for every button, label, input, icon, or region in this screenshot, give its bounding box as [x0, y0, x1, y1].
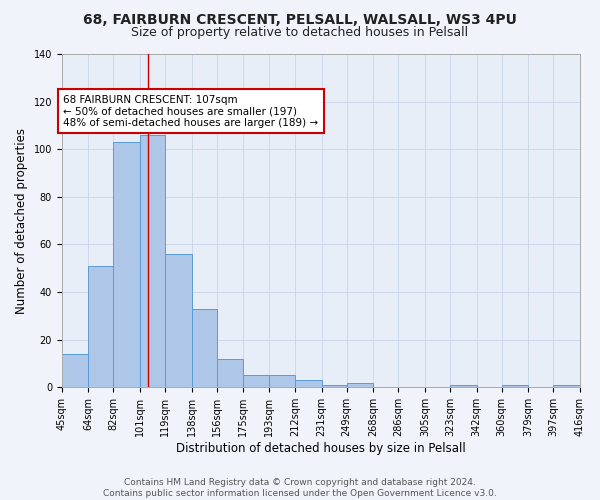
Bar — [269, 376, 295, 388]
Text: Contains HM Land Registry data © Crown copyright and database right 2024.
Contai: Contains HM Land Registry data © Crown c… — [103, 478, 497, 498]
Y-axis label: Number of detached properties: Number of detached properties — [15, 128, 28, 314]
Bar — [62, 354, 88, 388]
Bar — [322, 385, 347, 388]
Bar — [502, 385, 529, 388]
Bar — [295, 380, 322, 388]
Bar — [217, 359, 244, 388]
Text: 68, FAIRBURN CRESCENT, PELSALL, WALSALL, WS3 4PU: 68, FAIRBURN CRESCENT, PELSALL, WALSALL,… — [83, 12, 517, 26]
Bar — [88, 266, 113, 388]
Bar — [113, 142, 140, 388]
Bar — [553, 385, 580, 388]
Bar — [140, 135, 165, 388]
Bar — [450, 385, 476, 388]
Bar — [191, 309, 217, 388]
Bar — [244, 376, 269, 388]
Bar — [165, 254, 191, 388]
Text: Size of property relative to detached houses in Pelsall: Size of property relative to detached ho… — [131, 26, 469, 39]
X-axis label: Distribution of detached houses by size in Pelsall: Distribution of detached houses by size … — [176, 442, 466, 455]
Text: 68 FAIRBURN CRESCENT: 107sqm
← 50% of detached houses are smaller (197)
48% of s: 68 FAIRBURN CRESCENT: 107sqm ← 50% of de… — [63, 94, 318, 128]
Bar — [347, 382, 373, 388]
